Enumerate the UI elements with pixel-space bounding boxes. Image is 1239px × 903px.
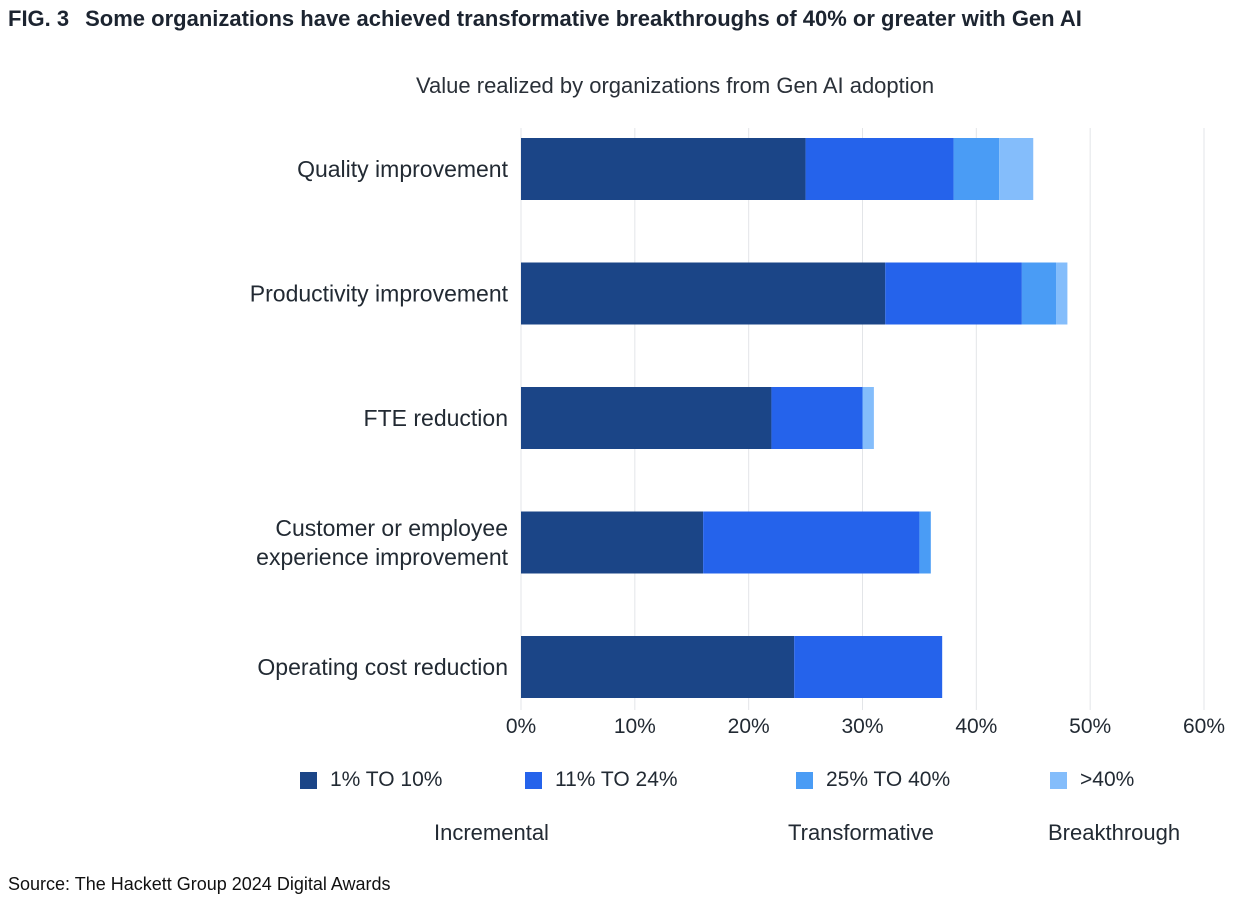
legend-item-25-40: 25% TO 40%: [796, 768, 950, 792]
bar-segment: [521, 511, 704, 574]
bar-segment: [1021, 262, 1057, 325]
bar-segment: [521, 138, 806, 200]
x-tick-label: 60%: [1183, 715, 1225, 738]
legend-label-over-40: >40%: [1080, 768, 1135, 791]
x-tick-label: 40%: [955, 715, 997, 738]
bar-segment: [999, 138, 1034, 200]
legend-label-25-40: 25% TO 40%: [826, 768, 951, 791]
legend-label-1-10: 1% TO 10%: [330, 768, 443, 791]
bar-segment: [805, 138, 954, 200]
legend-item-1-10: 1% TO 10%: [300, 768, 442, 792]
category-label: Operating cost reduction: [257, 654, 508, 680]
bar-segment: [1056, 262, 1068, 325]
legend-label-11-24: 11% TO 24%: [555, 768, 678, 791]
category-label: experience improvement: [256, 544, 508, 570]
x-axis-ticks: 0% 10% 20% 30% 40% 50% 60%: [506, 715, 1225, 738]
bar-segment: [771, 387, 863, 449]
figure-title-text: Some organizations have achieved transfo…: [85, 6, 1082, 31]
bar-segment: [521, 636, 795, 698]
group-label-breakthrough: Breakthrough: [1048, 820, 1181, 845]
x-tick-label: 10%: [614, 715, 656, 738]
x-tick-label: 30%: [841, 715, 883, 738]
bar-segment: [703, 511, 920, 574]
legend-swatch-11-24: [525, 771, 542, 789]
legend-swatch-1-10: [300, 771, 317, 789]
x-tick-label: 0%: [506, 715, 536, 738]
bars: [521, 138, 1068, 698]
figure-label: FIG. 3: [8, 6, 70, 31]
bar-segment: [953, 138, 1000, 200]
legend-item-over-40: >40%: [1050, 768, 1134, 792]
x-tick-label: 20%: [728, 715, 770, 738]
category-label: Productivity improvement: [250, 281, 509, 307]
x-tick-label: 50%: [1069, 715, 1111, 738]
bar-segment: [521, 262, 886, 325]
category-label: Customer or employee: [275, 515, 508, 541]
bar-segment: [862, 387, 874, 449]
category-labels: Quality improvement Productivity improvem…: [250, 156, 509, 680]
legend-swatch-over-40: [1050, 771, 1067, 789]
bar-segment: [794, 636, 943, 698]
category-label: Quality improvement: [297, 156, 509, 182]
figure-title: FIG. 3 Some organizations have achieved t…: [8, 6, 1082, 32]
source-note: Source: The Hackett Group 2024 Digital A…: [8, 874, 391, 894]
category-label: FTE reduction: [364, 405, 508, 431]
chart-title: Value realized by organizations from Gen…: [416, 73, 935, 98]
stacked-bar-chart: Quality improvement Productivity improvem…: [250, 128, 1225, 738]
group-label-transformative: Transformative: [788, 820, 934, 845]
group-label-incremental: Incremental: [434, 820, 549, 845]
bar-segment: [919, 511, 931, 574]
legend: 1% TO 10% 11% TO 24% 25% TO 40% >40%: [0, 768, 1239, 798]
legend-item-11-24: 11% TO 24%: [525, 768, 678, 792]
legend-swatch-25-40: [796, 771, 813, 789]
bar-segment: [521, 387, 772, 449]
bar-segment: [885, 262, 1022, 325]
